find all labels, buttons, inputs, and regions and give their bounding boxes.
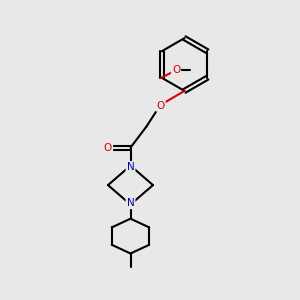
Text: O: O <box>104 142 112 153</box>
Text: N: N <box>127 198 134 208</box>
Text: O: O <box>172 65 180 75</box>
Text: N: N <box>127 162 134 172</box>
Text: O: O <box>156 100 165 111</box>
